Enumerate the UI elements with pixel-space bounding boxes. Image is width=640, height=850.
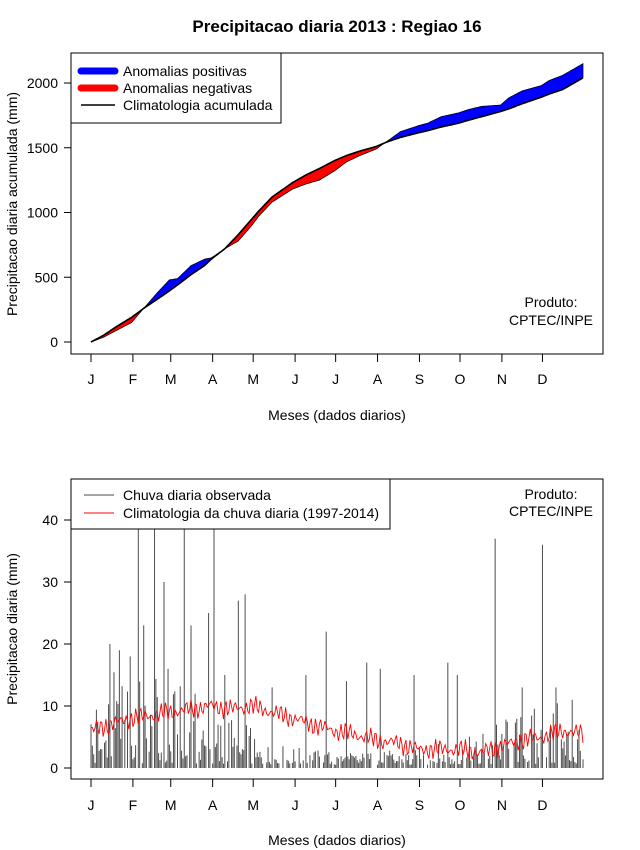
x-tick-label: O	[455, 371, 466, 387]
x-tick-label: M	[247, 371, 259, 387]
x-tick-label: J	[292, 797, 299, 813]
x-tick-label: S	[415, 371, 424, 387]
x-tick-label: A	[373, 371, 383, 387]
y-tick-label: 0	[50, 760, 58, 776]
climatology-cumulative-line	[90, 77, 584, 343]
x-tick-label: A	[208, 371, 218, 387]
y-tick-label: 20	[42, 636, 58, 652]
daily-legend: Chuva diaria observada Climatologia da c…	[70, 478, 391, 530]
legend-label-observed: Chuva diaria observada	[123, 487, 271, 503]
x-tick-label: M	[165, 797, 177, 813]
x-tick-label: D	[537, 797, 547, 813]
y-tick-label: 500	[35, 269, 59, 285]
y-tick-label: 0	[50, 334, 58, 350]
daily-x-axis-label: Meses (dados diarios)	[268, 832, 406, 848]
x-tick-label: N	[497, 371, 507, 387]
daily-legend-box	[70, 478, 391, 530]
product-label-daily: Produto:	[525, 486, 578, 502]
y-tick-label: 1500	[27, 140, 58, 156]
x-tick-label: J	[88, 371, 95, 387]
daily-y-axis-label: Precipitacao diaria (mm)	[4, 553, 20, 705]
daily-y-axis: 0 10 20 30 40	[42, 512, 71, 776]
legend-label-positive: Anomalias positivas	[123, 63, 247, 79]
x-tick-label: F	[129, 797, 138, 813]
x-tick-label: O	[455, 797, 466, 813]
y-tick-label: 40	[42, 512, 58, 528]
legend-label-climatology: Climatologia acumulada	[123, 97, 273, 113]
x-tick-label: J	[292, 371, 299, 387]
x-tick-label: J	[88, 797, 95, 813]
x-tick-label: M	[165, 371, 177, 387]
cumulative-y-axis: 0 500 1000 1500 2000	[27, 75, 71, 350]
x-tick-label: D	[537, 371, 547, 387]
legend-label-climatology-daily: Climatologia da chuva diaria (1997-2014)	[123, 505, 379, 521]
cumulative-y-axis-label: Precipitacao diaria acumulada (mm)	[4, 92, 20, 316]
daily-panel: 0 10 20 30 40 J F M A M J J A S O N D Meses (dados diar…	[4, 478, 604, 848]
chart-title: Precipitacao diaria 2013 : Regiao 16	[192, 17, 481, 36]
y-tick-label: 30	[42, 574, 58, 590]
cumulative-x-axis-label: Meses (dados diarios)	[268, 407, 406, 423]
y-tick-label: 2000	[27, 75, 58, 91]
x-tick-label: J	[332, 797, 339, 813]
x-tick-label: F	[129, 371, 138, 387]
product-label: Produto:	[525, 294, 578, 310]
x-tick-label: S	[415, 797, 424, 813]
product-source: CPTEC/INPE	[509, 312, 593, 328]
legend-label-negative: Anomalias negativas	[123, 80, 252, 96]
x-tick-label: N	[497, 797, 507, 813]
cumulative-legend: Anomalias positivas Anomalias negativas …	[70, 52, 282, 124]
x-tick-label: J	[332, 371, 339, 387]
x-tick-label: M	[247, 797, 259, 813]
x-tick-label: A	[373, 797, 383, 813]
cumulative-panel: 0 500 1000 1500 2000 J F M A M J J A S O N D Meses (dad…	[4, 52, 604, 423]
y-tick-label: 1000	[27, 205, 58, 221]
climatology-daily-line	[90, 695, 584, 760]
product-source-daily: CPTEC/INPE	[509, 503, 593, 519]
y-tick-label: 10	[42, 698, 58, 714]
x-tick-label: A	[208, 797, 218, 813]
